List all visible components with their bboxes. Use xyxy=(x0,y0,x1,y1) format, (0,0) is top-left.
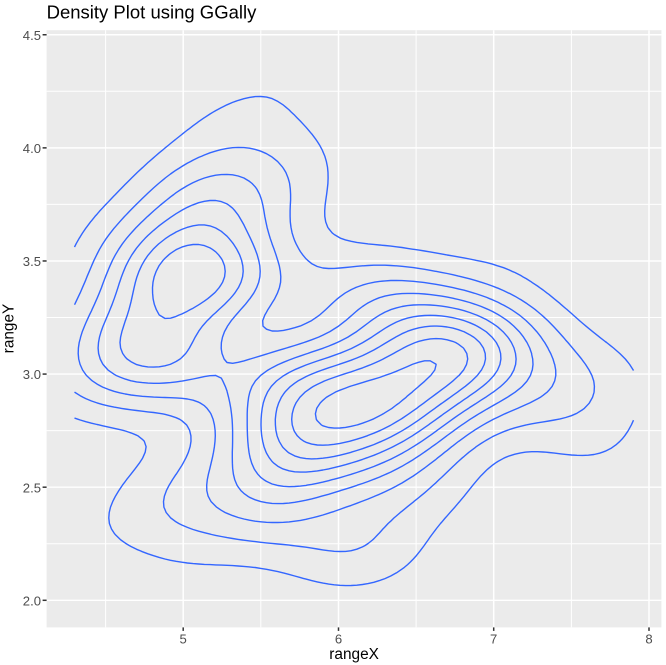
svg-text:2.5: 2.5 xyxy=(23,480,41,495)
svg-text:4.5: 4.5 xyxy=(23,28,41,43)
svg-text:2.0: 2.0 xyxy=(23,593,41,608)
svg-text:Density Plot using GGally: Density Plot using GGally xyxy=(47,1,258,22)
svg-text:3.0: 3.0 xyxy=(23,367,41,382)
svg-text:rangeY: rangeY xyxy=(1,304,18,354)
svg-text:5: 5 xyxy=(180,631,187,646)
svg-text:8: 8 xyxy=(645,631,652,646)
svg-text:4.0: 4.0 xyxy=(23,141,41,156)
svg-text:3.5: 3.5 xyxy=(23,254,41,269)
svg-text:6: 6 xyxy=(335,631,342,646)
svg-text:rangeX: rangeX xyxy=(329,646,379,663)
svg-text:7: 7 xyxy=(490,631,497,646)
